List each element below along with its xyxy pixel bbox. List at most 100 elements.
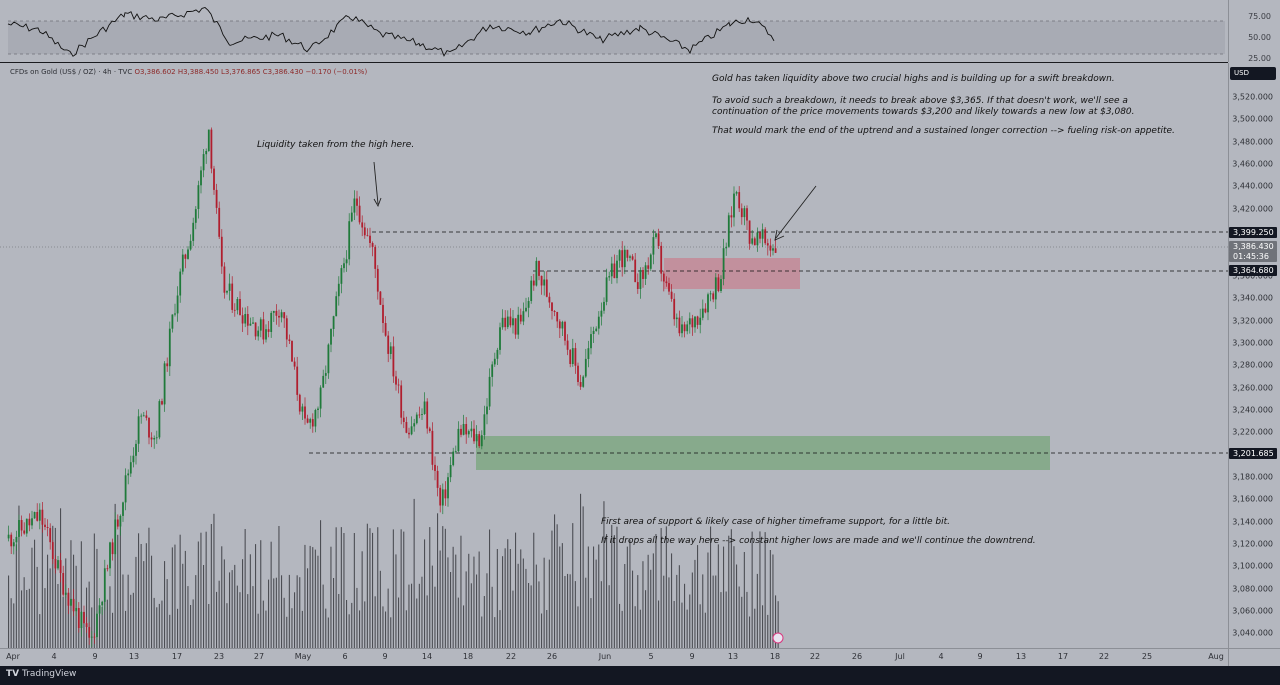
candle-body [148, 417, 150, 438]
candle-body [543, 279, 546, 286]
price-tick: 3,440.000 [1232, 181, 1273, 191]
volume-bar [23, 577, 25, 648]
candle-body [371, 243, 374, 247]
price-axis[interactable]: 3,520.000 3,500.000 3,480.000 3,460.000 3,44… [1228, 63, 1280, 648]
candle-body [70, 598, 72, 606]
volume-bar [756, 573, 758, 648]
volume-bar [281, 575, 283, 648]
volume-bar [138, 533, 140, 648]
volume-bar [712, 575, 714, 648]
top-note-1: Gold has taken liquidity above two cruci… [712, 74, 1115, 84]
volume-bar [468, 553, 470, 648]
time-tick: 14 [421, 652, 433, 661]
candle-body [631, 256, 634, 260]
candle-body [761, 229, 764, 239]
candle-body [306, 418, 309, 423]
candle-body [327, 344, 330, 374]
candle-body [545, 279, 548, 297]
volume-bar [252, 586, 254, 648]
candle-body [522, 311, 525, 322]
volume-bar [538, 581, 540, 648]
candle-body [353, 198, 356, 213]
volume-bar [741, 596, 743, 648]
time-tick: 9 [689, 652, 695, 661]
candle-body [652, 237, 655, 255]
candle-body [517, 314, 520, 335]
candle-body [759, 232, 761, 239]
volume-bar [132, 592, 134, 648]
volume-bar [522, 558, 524, 648]
volume-bar [270, 541, 272, 648]
candle-body [452, 451, 455, 466]
time-tick: 22 [1098, 652, 1110, 661]
candle-body [335, 296, 338, 317]
ohlc-open: O3,386.602 [134, 68, 176, 76]
candle-body [428, 428, 431, 431]
candle-body [350, 212, 353, 222]
volume-bar [208, 604, 210, 648]
candle-body [616, 260, 618, 279]
price-tick: 3,300.000 [1232, 338, 1273, 348]
candle-body [215, 189, 218, 208]
candle-body [655, 233, 657, 238]
candle-body [535, 260, 538, 286]
candle-body [168, 328, 171, 367]
volume-bar [247, 594, 249, 648]
volume-bar [234, 564, 236, 648]
volume-bar [673, 601, 675, 648]
volume-bar [340, 527, 342, 648]
candle-body [231, 283, 234, 310]
volume-bar [769, 550, 771, 648]
volume-bar [151, 555, 153, 648]
volume-bar [307, 568, 309, 648]
candle-body [561, 321, 564, 329]
candle-body [556, 312, 559, 322]
candle-body [392, 346, 395, 377]
support-note-2: If it drops all the way here --> constan… [601, 536, 1036, 546]
candle-body [106, 568, 109, 570]
volume-bar [699, 604, 701, 648]
candle-body [491, 364, 494, 377]
candle-body [753, 238, 756, 246]
candle-body [740, 208, 743, 218]
candle-body [298, 394, 301, 412]
volume-bar [242, 559, 244, 648]
candle-body [579, 382, 582, 387]
volume-bar [437, 513, 439, 648]
volume-bar [743, 552, 745, 648]
volume-bar [49, 568, 51, 648]
candle-body [75, 608, 78, 612]
volume-bar [229, 572, 231, 648]
price-chart-canvas[interactable] [0, 0, 1228, 666]
volume-bar [528, 583, 530, 648]
volume-bar [548, 559, 550, 648]
candle-body [499, 327, 501, 350]
time-tick: 26 [546, 652, 558, 661]
volume-bar [299, 577, 301, 648]
volume-bar [171, 547, 173, 648]
candle-body [348, 221, 351, 260]
candle-body [171, 314, 174, 329]
volume-bar [595, 559, 597, 648]
candle-body [343, 263, 345, 269]
candle-body [649, 254, 652, 269]
candle-body [161, 401, 163, 405]
candle-body [98, 605, 101, 614]
volume-bar [569, 574, 571, 648]
candle-body [587, 348, 590, 359]
currency-button[interactable]: USD [1230, 67, 1276, 80]
volume-bar [476, 574, 478, 648]
symbol-name: CFDs on Gold (US$ / OZ) · 4h · TVC [10, 68, 133, 76]
volume-bar [255, 544, 257, 648]
price-tick: 3,460.000 [1232, 159, 1273, 169]
volume-bar [262, 600, 264, 648]
time-axis[interactable]: Apr 4 9 13 17 23 27 May 6 9 14 18 22 26 Jun 5 9 13 18 22 26 J… [0, 648, 1228, 667]
candle-body [696, 316, 699, 325]
candle-body [179, 271, 182, 296]
volume-bar [223, 559, 225, 648]
candle-body [595, 328, 598, 331]
volume-bar [112, 612, 114, 648]
candle-body [480, 435, 483, 447]
volume-bar [140, 544, 142, 648]
price-tick: 3,520.000 [1232, 92, 1273, 102]
